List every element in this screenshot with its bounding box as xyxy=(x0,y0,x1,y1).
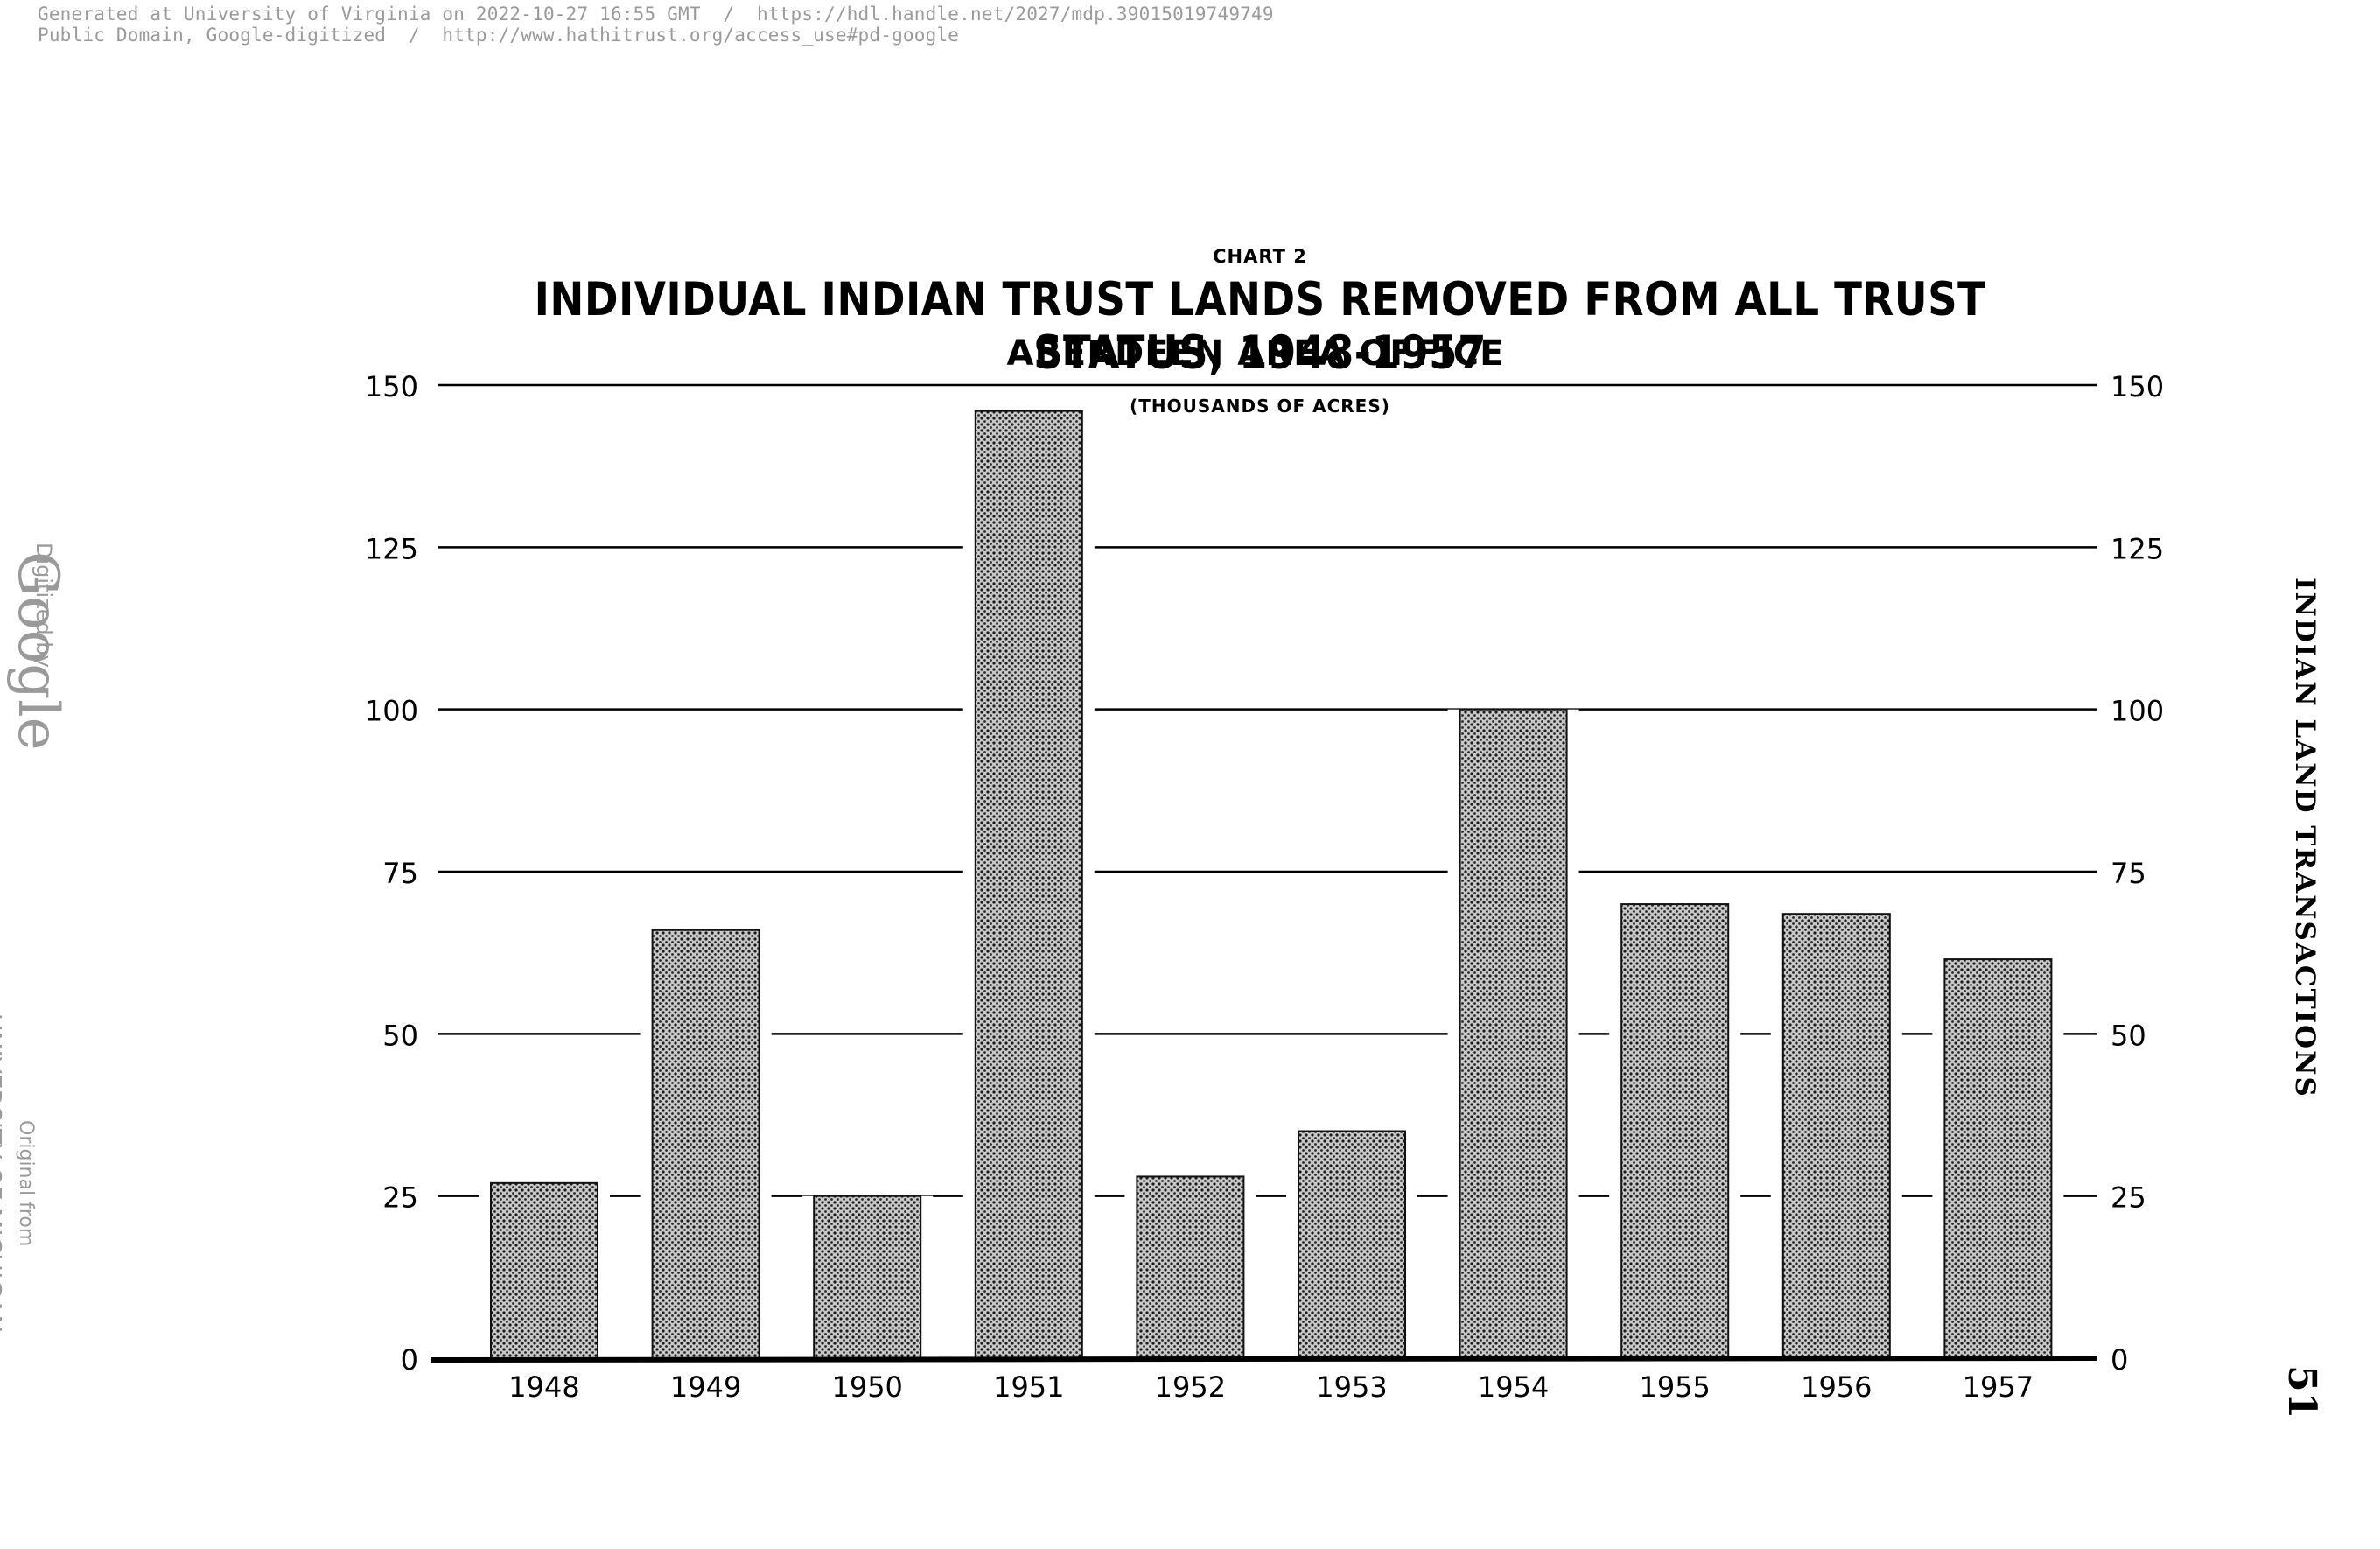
chart-number: CHART 2 xyxy=(1213,246,1307,267)
y-tick-label-right: 25 xyxy=(2110,1181,2146,1215)
bar-1953 xyxy=(1298,1130,1406,1359)
y-tick-label-left: 0 xyxy=(401,1343,418,1377)
x-tick-label: 1950 xyxy=(831,1370,902,1404)
x-tick-label: 1956 xyxy=(1801,1370,1872,1404)
y-tick-label-left: 100 xyxy=(365,695,418,728)
bar-1952 xyxy=(1136,1175,1245,1359)
bar-1950 xyxy=(813,1195,922,1359)
x-tick-label: 1955 xyxy=(1639,1370,1710,1404)
bar-1949 xyxy=(651,929,760,1359)
page-number: 51 xyxy=(2279,1365,2324,1419)
tick-labels: 0 0 25 25 50 50 75 75 100 100 125 125 150 150 1948 1949… xyxy=(365,370,2164,1404)
y-tick-label-left: 125 xyxy=(365,532,418,565)
bar-1955 xyxy=(1620,903,1730,1359)
bar-1948 xyxy=(490,1181,598,1359)
x-tick-label: 1957 xyxy=(1963,1370,2034,1404)
y-tick-label-right: 75 xyxy=(2110,857,2146,890)
chart-subtitle: ABERDEEN AREA OFFICE xyxy=(1006,333,1505,374)
generation-notice: Generated at University of Virginia on 2… xyxy=(38,4,1274,25)
y-tick-label-right: 0 xyxy=(2110,1343,2128,1377)
x-tick-label: 1954 xyxy=(1478,1370,1549,1404)
x-tick-label: 1948 xyxy=(508,1370,579,1404)
x-tick-label: 1952 xyxy=(1155,1370,1226,1404)
bar-1954 xyxy=(1459,708,1568,1359)
running-head: INDIAN LAND TRANSACTIONS xyxy=(2289,578,2320,1098)
y-tick-label-left: 50 xyxy=(382,1019,418,1052)
axes xyxy=(430,1356,2097,1363)
y-tick-label-right: 150 xyxy=(2110,370,2164,403)
y-tick-label-right: 125 xyxy=(2110,532,2164,565)
x-tick-label: 1949 xyxy=(670,1370,741,1404)
bar-1957 xyxy=(1943,958,2053,1359)
x-tick-label: 1951 xyxy=(993,1370,1064,1404)
y-tick-label-right: 50 xyxy=(2110,1019,2146,1052)
bar-1956 xyxy=(1782,913,1891,1359)
y-tick-label-right: 100 xyxy=(2110,695,2164,728)
y-tick-label-left: 150 xyxy=(365,370,418,403)
x-axis-baseline xyxy=(430,1356,2097,1363)
bars xyxy=(479,410,2064,1359)
x-tick-label: 1953 xyxy=(1316,1370,1387,1404)
rights-notice: Public Domain, Google-digitized / http:/… xyxy=(38,25,960,46)
chart-title: INDIVIDUAL INDIAN TRUST LANDS REMOVED FR… xyxy=(534,273,1986,380)
chart-units: (THOUSANDS OF ACRES) xyxy=(1130,396,1390,417)
y-tick-label-left: 75 xyxy=(382,857,418,890)
bar-1951 xyxy=(974,410,1083,1359)
y-tick-label-left: 25 xyxy=(382,1181,418,1215)
